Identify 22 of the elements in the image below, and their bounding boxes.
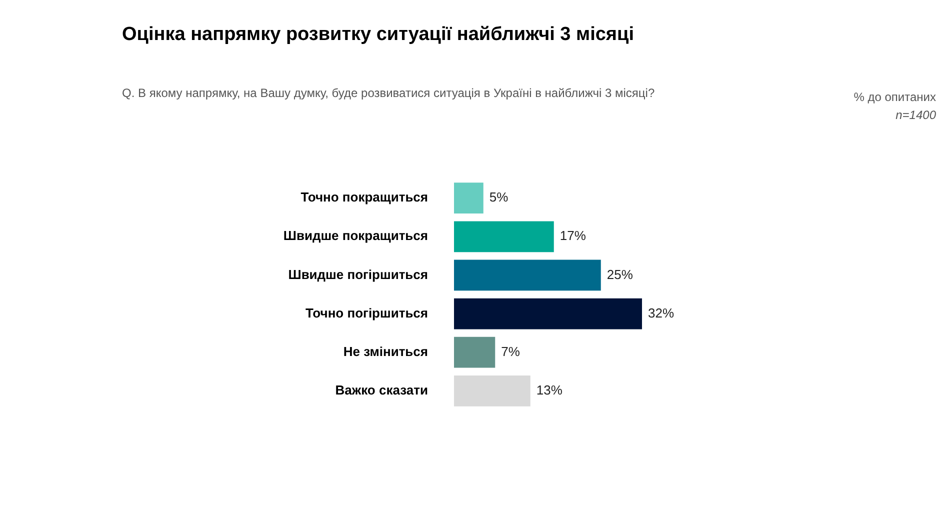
text: n=1400 <box>894 107 936 124</box>
bar <box>454 336 496 368</box>
data-label: 13% <box>536 382 563 398</box>
data-label: 5% <box>489 190 509 205</box>
bar <box>454 298 642 330</box>
y-tick-label: Не зміниться <box>343 344 428 359</box>
chart-title: Оцінка напрямку розвитку ситуації найближчі 3 місяці <box>122 24 634 46</box>
bar <box>454 221 554 252</box>
data-label: 25% <box>606 266 634 282</box>
y-tick-label: Точно покращиться <box>300 190 428 205</box>
y-tick-label: Швидше погіршиться <box>288 266 428 282</box>
data-label: 32% <box>648 305 674 320</box>
bar <box>454 375 530 406</box>
y-tick-label: Важко сказати <box>335 382 428 398</box>
data-label: 7% <box>501 344 520 359</box>
data-label: 17% <box>560 228 586 244</box>
y-tick-label: Точно погіршиться <box>306 305 428 320</box>
text: % до опитаних <box>854 89 936 106</box>
y-tick-label: Швидше покращиться <box>283 228 428 244</box>
bar <box>454 182 484 214</box>
bar <box>454 260 601 291</box>
chart-subtitle: Q. В якому напрямку, на Вашу думку, буде розвиватися ситуація в Україні в найближчі 3 місяці? <box>122 86 655 100</box>
